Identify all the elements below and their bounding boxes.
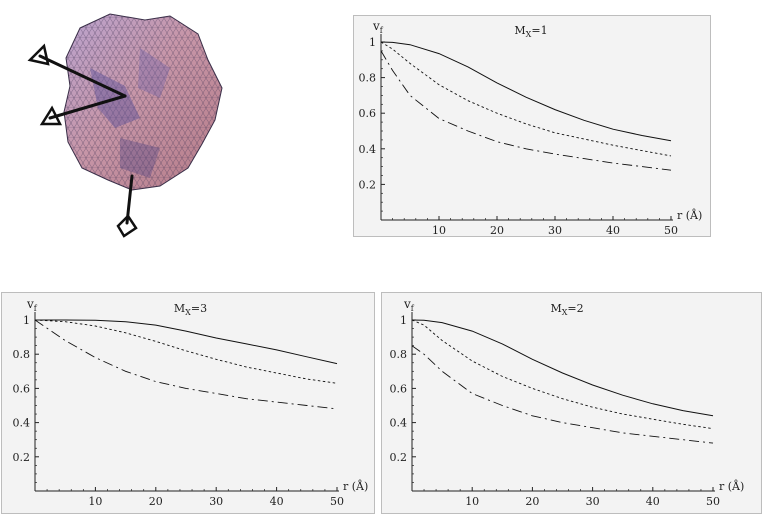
x-tick-label: 20 [525,495,539,508]
panel-label-value: =1 [531,24,547,37]
y-axis-label: vf [26,297,38,313]
y-tick-label: 1 [369,36,376,49]
y-tick-label: 0.6 [390,382,408,395]
series-line-solid [380,41,672,142]
series-line-dashdot [380,50,672,171]
y-axis-label: vf [372,19,384,35]
x-axis-label: r (Å) [677,208,702,222]
x-tick-label: 10 [465,495,479,508]
x-tick-label: 20 [149,495,163,508]
series-line-dotted [411,319,714,430]
y-tick-label: 1 [23,314,30,327]
y-tick-label: 0.2 [359,178,377,191]
x-axis-label: r (Å) [719,479,744,493]
y-tick-label: 0.8 [359,72,377,85]
y-tick-label: 0.8 [13,348,31,361]
panel-label-value: =2 [567,302,583,315]
series-line-dashdot [34,319,338,410]
x-tick-label: 40 [270,495,284,508]
panel-label-sub: X [185,308,191,317]
x-tick-label: 40 [606,224,620,236]
dipole-arrows [27,43,138,238]
series-line-solid [411,319,714,417]
y-axis-label-main: v [26,297,34,311]
panel-label-main: M [550,302,561,315]
protein-surface-illustration [27,13,223,238]
y-axis-label-main: v [372,19,380,33]
y-tick-label: 0.8 [390,348,408,361]
y-tick-label: 0.4 [13,417,31,430]
x-tick-label: 30 [586,495,600,508]
y-axis-label-sub: f [380,26,384,35]
series-line-solid [35,319,338,365]
x-axis-label: r (Å) [343,479,368,493]
panel-label-sub: X [526,30,532,39]
chart-panel-mx1: 10 20 30 40 50 0.2 0.4 0.6 0.8 1 vf r (Å) MX=1 [353,15,711,237]
y-tick-label: 1 [400,314,407,327]
y-tick-label: 0.6 [13,382,31,395]
panel-label-value: =3 [191,302,207,315]
series-line-dotted [380,41,672,157]
panel-label-main: M [514,24,525,37]
x-tick-label: 20 [490,224,504,236]
panel-label: MX=3 [174,302,207,317]
series-line-dotted [34,319,338,384]
panel-label-sub: X [562,308,568,317]
y-axis-label-sub: f [411,304,415,313]
x-tick-label: 10 [88,495,102,508]
x-tick-label: 50 [706,495,720,508]
y-tick-label: 0.2 [13,451,31,464]
y-tick-label: 0.4 [390,417,408,430]
x-tick-label: 10 [432,224,446,236]
y-tick-label: 0.6 [359,107,377,120]
x-tick-label: 50 [330,495,344,508]
x-tick-label: 30 [548,224,562,236]
panel-label: MX=2 [550,302,583,317]
x-tick-label: 50 [664,224,678,236]
y-axis-label-sub: f [34,304,38,313]
y-axis-label-main: v [403,297,411,311]
y-tick-label: 0.4 [359,143,377,156]
y-tick-label: 0.2 [390,451,408,464]
chart-panel-mx3: 10 20 30 40 50 0.2 0.4 0.6 0.8 1 vf r (Å) MX=3 [1,292,375,514]
panel-label-main: M [174,302,185,315]
series-line-dashdot [411,345,714,444]
x-tick-label: 30 [209,495,223,508]
chart-panel-mx2: 10 20 30 40 50 0.2 0.4 0.6 0.8 1 vf r (Å) MX=2 [381,292,762,514]
x-tick-label: 40 [646,495,660,508]
panel-label: MX=1 [514,24,547,39]
y-axis-label: vf [403,297,415,313]
